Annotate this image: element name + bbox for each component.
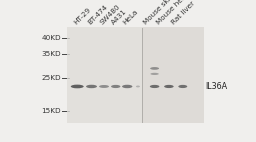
Text: Rat liver: Rat liver: [170, 0, 196, 26]
Text: 35KD: 35KD: [41, 51, 61, 57]
Text: Mouse skin: Mouse skin: [143, 0, 176, 26]
Text: BT-474: BT-474: [86, 4, 108, 26]
Text: 15KD: 15KD: [41, 107, 61, 113]
Ellipse shape: [150, 67, 159, 70]
Ellipse shape: [71, 85, 84, 88]
Text: Mouse heart: Mouse heart: [156, 0, 192, 26]
Bar: [142, 27, 204, 123]
Ellipse shape: [136, 85, 140, 87]
Ellipse shape: [151, 73, 159, 75]
Text: 25KD: 25KD: [41, 75, 61, 81]
Ellipse shape: [164, 85, 174, 88]
Text: 40KD: 40KD: [41, 35, 61, 41]
Ellipse shape: [178, 85, 187, 88]
Ellipse shape: [86, 85, 97, 88]
Text: A431: A431: [111, 8, 128, 26]
Text: SW480: SW480: [99, 3, 122, 26]
Ellipse shape: [111, 85, 120, 88]
Text: HT-29: HT-29: [72, 7, 92, 26]
Text: IL36A: IL36A: [206, 82, 228, 91]
Ellipse shape: [122, 85, 132, 88]
Ellipse shape: [99, 85, 109, 88]
Text: HeLa: HeLa: [122, 9, 140, 26]
Ellipse shape: [150, 85, 159, 88]
Bar: [67, 27, 142, 123]
